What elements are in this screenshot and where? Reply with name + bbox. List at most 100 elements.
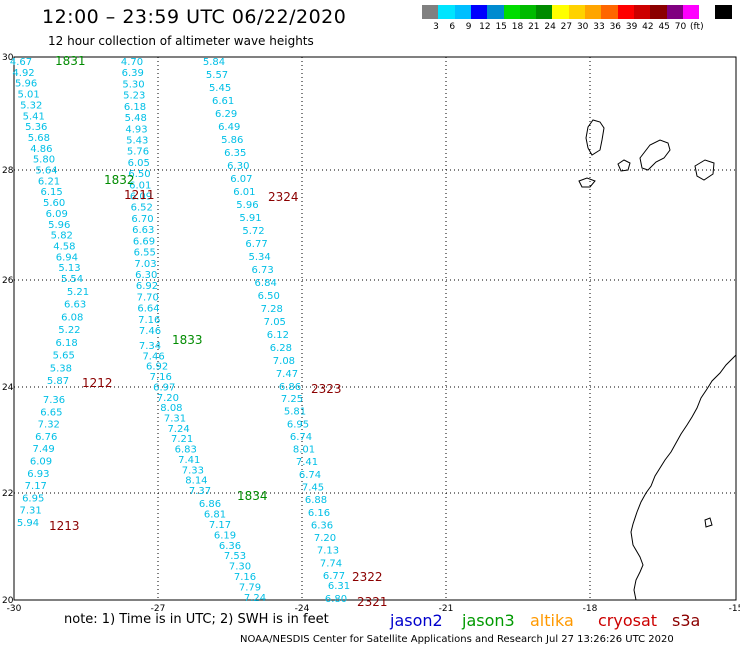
- wave-height-value: 6.74: [290, 432, 312, 443]
- track-1831: 4.674.925.965.015.325.415.365.684.865.80…: [10, 54, 86, 285]
- wave-height-value: 4.93: [125, 124, 147, 135]
- wave-height-value: 6.76: [35, 432, 57, 443]
- scale-label: 42: [642, 22, 654, 32]
- x-tick-label: -30: [7, 604, 22, 614]
- track-1211: 1211: [124, 188, 155, 202]
- track-2321: 2321: [357, 595, 388, 609]
- wave-height-value: 6.50: [128, 169, 150, 180]
- wave-height-value: 6.21: [38, 176, 60, 187]
- wave-height-value: 6.95: [287, 419, 309, 430]
- wave-height-value: 6.77: [245, 239, 267, 250]
- x-tick-label: -24: [295, 604, 310, 614]
- satellite-tracks: 4.674.925.965.015.325.415.365.684.865.80…: [10, 54, 388, 609]
- wave-height-value: 6.30: [135, 270, 157, 281]
- wave-height-value: 7.31: [164, 414, 186, 425]
- pass-label: 2324: [268, 190, 299, 204]
- wave-height-value: 5.68: [28, 133, 50, 144]
- wave-height-value: 4.58: [53, 241, 75, 252]
- grid-lines: [14, 57, 736, 600]
- wave-height-value: 7.70: [137, 292, 159, 303]
- wave-height-value: 7.79: [239, 583, 261, 594]
- axis-labels: -30 -27 -24 -21 -18 -15 30 28 26 24 22 20: [2, 53, 740, 614]
- wave-height-value: 6.07: [230, 174, 252, 185]
- scale-swatch: [682, 5, 700, 19]
- wave-height-value: 6.97: [153, 382, 175, 393]
- scale-label: 3: [433, 22, 439, 32]
- wave-height-value: 6.36: [219, 541, 241, 552]
- scale-label: 45: [658, 22, 670, 32]
- wave-height-value: 5.32: [20, 100, 42, 111]
- x-tick-label: -15: [729, 604, 740, 614]
- wave-height-value: 6.28: [270, 343, 292, 354]
- wave-height-value: 6.70: [131, 214, 153, 225]
- y-tick-label: 24: [2, 383, 14, 393]
- wave-height-value: 5.13: [58, 263, 80, 274]
- wave-height-value: 6.95: [22, 493, 44, 504]
- wave-height-value: 7.74: [320, 558, 342, 569]
- wave-height-value: 5.72: [242, 226, 264, 237]
- wave-height-value: 7.49: [32, 444, 54, 455]
- scale-swatch: [633, 5, 651, 19]
- scale-swatch: [438, 5, 456, 19]
- wave-height-value: 7.47: [276, 369, 298, 380]
- scale-swatch: [470, 5, 488, 19]
- wave-height-value: 6.84: [255, 278, 277, 289]
- wave-height-value: 5.45: [209, 83, 231, 94]
- wave-height-value: 8.14: [185, 476, 207, 487]
- wave-height-value: 7.25: [281, 394, 303, 405]
- wave-height-value: 5.60: [43, 198, 65, 209]
- scale-swatch: [585, 5, 602, 19]
- wave-height-value: 7.16: [138, 315, 160, 326]
- pass-label: 1213: [49, 519, 80, 533]
- scale-swatch: [715, 5, 733, 19]
- scale-swatch: [650, 5, 668, 19]
- wave-height-value: 5.48: [125, 113, 147, 124]
- scale-swatch: [617, 5, 635, 19]
- scale-label: 21: [528, 22, 540, 32]
- y-tick-label: 22: [2, 489, 13, 499]
- wave-height-value: 6.01: [233, 187, 255, 198]
- wave-height-value: 5.36: [25, 122, 47, 133]
- wave-height-value: 6.69: [133, 236, 155, 247]
- pass-label: 1834: [237, 489, 268, 503]
- island-3: [617, 159, 631, 172]
- legend-altika: altika: [530, 611, 574, 630]
- track-2324: 5.84 5.57 5.45 6.61 6.29 6.49 5.86 6.35 6.30 6.07…: [203, 57, 301, 393]
- wave-height-value: 7.46: [142, 351, 164, 362]
- wave-height-value: 7.36: [43, 395, 65, 406]
- wave-height-value: 7.20: [314, 533, 336, 544]
- wave-height-value: 8.08: [160, 403, 182, 414]
- wave-height-value: 5.96: [15, 79, 37, 90]
- wave-height-value: 6.30: [227, 161, 249, 172]
- wave-height-value: 5.34: [248, 252, 270, 263]
- scale-swatch: [601, 5, 619, 19]
- wave-height-value: 5.91: [239, 213, 261, 224]
- pass-label: 1833: [172, 333, 203, 347]
- wave-height-value: 6.01: [129, 180, 151, 191]
- wave-height-value: 5.96: [236, 200, 258, 211]
- scale-swatch: [487, 5, 505, 19]
- wave-height-value: 6.65: [40, 407, 62, 418]
- scale-swatch: [422, 5, 439, 19]
- wave-height-value: 6.09: [130, 192, 152, 203]
- track-1213: 7.366.65 7.326.767.49 6.096.937.176.95 7.31…: [17, 395, 80, 533]
- wave-height-value: 5.86: [221, 135, 243, 146]
- wave-height-value: 5.87: [47, 376, 69, 387]
- wave-height-value: 7.53: [224, 551, 246, 562]
- scale-label: 12: [479, 22, 491, 32]
- y-tick-label: 30: [2, 53, 14, 63]
- scale-label: (ft): [690, 22, 704, 32]
- y-tick-label: 20: [2, 596, 14, 606]
- wave-height-value: 6.12: [267, 330, 289, 341]
- scale-label: 30: [576, 22, 589, 32]
- wave-height-value: 6.77: [323, 571, 345, 582]
- wave-height-value: 5.38: [50, 363, 72, 374]
- wave-height-value: 4.86: [30, 144, 52, 155]
- wave-height-value: 5.84: [203, 57, 225, 68]
- wave-height-value: 6.73: [252, 265, 274, 276]
- map-frame: [13, 56, 737, 601]
- pass-label: 2321: [357, 595, 388, 609]
- island-4: [578, 177, 596, 188]
- wave-height-value: 6.63: [132, 225, 154, 236]
